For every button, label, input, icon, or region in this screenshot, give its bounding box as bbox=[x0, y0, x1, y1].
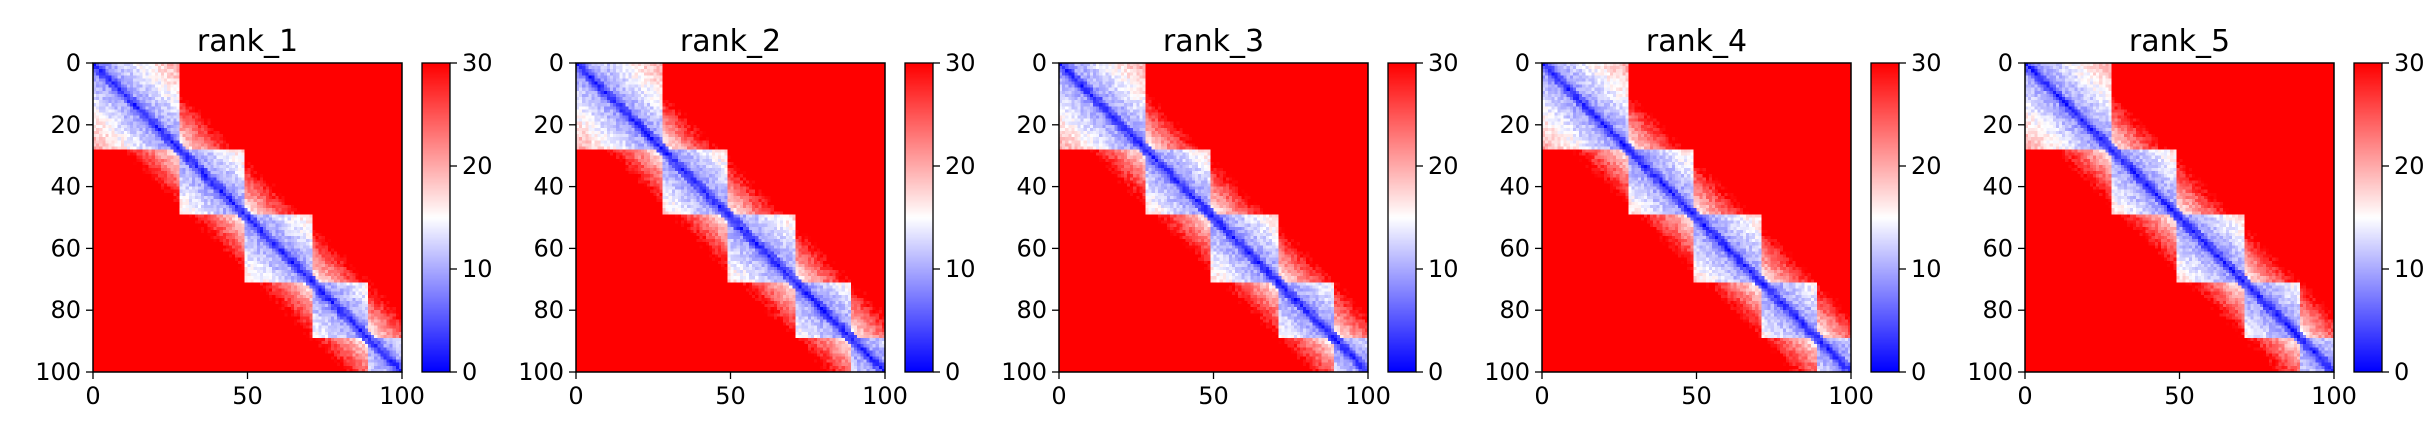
y-tick-label: 100 bbox=[518, 358, 564, 386]
y-tick-label: 80 bbox=[50, 296, 81, 324]
x-tick-label: 0 bbox=[85, 382, 100, 410]
colorbar-gradient bbox=[1871, 63, 1899, 372]
y-tick-label: 60 bbox=[50, 234, 81, 262]
colorbar-tick-label: 0 bbox=[2394, 358, 2409, 386]
colorbar-tick-label: 0 bbox=[1428, 358, 1443, 386]
colorbar-tick-label: 0 bbox=[945, 358, 960, 386]
colorbar-tick-label: 30 bbox=[1911, 49, 1942, 77]
y-tick-label: 60 bbox=[1499, 234, 1530, 262]
x-tick-label: 100 bbox=[2311, 382, 2357, 410]
colorbar-tick-label: 10 bbox=[2394, 255, 2425, 283]
colorbar-gradient bbox=[905, 63, 933, 372]
y-tick-label: 60 bbox=[1982, 234, 2013, 262]
x-tick-label: 50 bbox=[232, 382, 263, 410]
x-tick-label: 50 bbox=[1681, 382, 1712, 410]
colorbar-tick-label: 0 bbox=[1911, 358, 1926, 386]
colorbar-tick-label: 10 bbox=[1911, 255, 1942, 283]
y-tick-label: 40 bbox=[1016, 173, 1047, 201]
y-tick-label: 80 bbox=[1982, 296, 2013, 324]
y-tick-label: 20 bbox=[1499, 111, 1530, 139]
x-tick-label: 50 bbox=[715, 382, 746, 410]
y-tick-label: 100 bbox=[1001, 358, 1047, 386]
x-tick-label: 100 bbox=[1345, 382, 1391, 410]
colorbar-tick-label: 10 bbox=[1428, 255, 1459, 283]
y-tick-label: 100 bbox=[35, 358, 81, 386]
colorbar-frame bbox=[421, 62, 451, 373]
colorbar-tick-label: 10 bbox=[462, 255, 493, 283]
y-tick-label: 40 bbox=[1982, 173, 2013, 201]
y-tick-label: 80 bbox=[1016, 296, 1047, 324]
y-tick-label: 0 bbox=[66, 49, 81, 77]
y-tick-label: 80 bbox=[533, 296, 564, 324]
y-tick-label: 100 bbox=[1484, 358, 1530, 386]
colorbar-tick-label: 0 bbox=[462, 358, 477, 386]
colorbar-tick-label: 20 bbox=[1428, 152, 1459, 180]
colorbar-tick-label: 30 bbox=[1428, 49, 1459, 77]
heatmap-image bbox=[2025, 63, 2334, 372]
panel-title: rank_3 bbox=[1163, 24, 1264, 59]
x-tick-label: 0 bbox=[2017, 382, 2032, 410]
x-tick-label: 100 bbox=[862, 382, 908, 410]
colorbar-frame bbox=[1870, 62, 1900, 373]
y-tick-label: 60 bbox=[533, 234, 564, 262]
heatmap-image bbox=[576, 63, 885, 372]
x-tick-label: 100 bbox=[379, 382, 425, 410]
x-tick-label: 50 bbox=[2164, 382, 2195, 410]
y-tick-label: 0 bbox=[1998, 49, 2013, 77]
colorbar-gradient bbox=[422, 63, 450, 372]
x-tick-label: 0 bbox=[568, 382, 583, 410]
colorbar-frame bbox=[904, 62, 934, 373]
colorbar-tick-label: 20 bbox=[2394, 152, 2425, 180]
heatmap-image bbox=[1059, 63, 1368, 372]
colorbar-tick-label: 30 bbox=[2394, 49, 2425, 77]
y-tick-label: 20 bbox=[1016, 111, 1047, 139]
y-tick-label: 40 bbox=[533, 173, 564, 201]
y-tick-label: 80 bbox=[1499, 296, 1530, 324]
colorbar-gradient bbox=[2354, 63, 2382, 372]
panel-title: rank_4 bbox=[1646, 24, 1747, 59]
y-tick-label: 0 bbox=[1515, 49, 1530, 77]
y-tick-label: 40 bbox=[50, 173, 81, 201]
y-tick-label: 0 bbox=[549, 49, 564, 77]
heatmap-image bbox=[93, 63, 402, 372]
panel-title: rank_1 bbox=[197, 24, 298, 59]
y-tick-label: 60 bbox=[1016, 234, 1047, 262]
y-tick-label: 0 bbox=[1032, 49, 1047, 77]
colorbar-frame bbox=[1387, 62, 1417, 373]
y-tick-label: 40 bbox=[1499, 173, 1530, 201]
panel-title: rank_5 bbox=[2129, 24, 2230, 59]
x-tick-label: 0 bbox=[1051, 382, 1066, 410]
colorbar-gradient bbox=[1388, 63, 1416, 372]
x-tick-label: 0 bbox=[1534, 382, 1549, 410]
colorbar-tick-label: 30 bbox=[945, 49, 976, 77]
x-tick-label: 100 bbox=[1828, 382, 1874, 410]
colorbar-tick-label: 30 bbox=[462, 49, 493, 77]
colorbar-tick-label: 10 bbox=[945, 255, 976, 283]
y-tick-label: 20 bbox=[533, 111, 564, 139]
colorbar-tick-label: 20 bbox=[1911, 152, 1942, 180]
colorbar-tick-label: 20 bbox=[462, 152, 493, 180]
colorbar-tick-label: 20 bbox=[945, 152, 976, 180]
x-tick-label: 50 bbox=[1198, 382, 1229, 410]
colorbar-frame bbox=[2353, 62, 2383, 373]
y-tick-label: 100 bbox=[1967, 358, 2013, 386]
panel-title: rank_2 bbox=[680, 24, 781, 59]
y-tick-label: 20 bbox=[50, 111, 81, 139]
heatmap-image bbox=[1542, 63, 1851, 372]
y-tick-label: 20 bbox=[1982, 111, 2013, 139]
